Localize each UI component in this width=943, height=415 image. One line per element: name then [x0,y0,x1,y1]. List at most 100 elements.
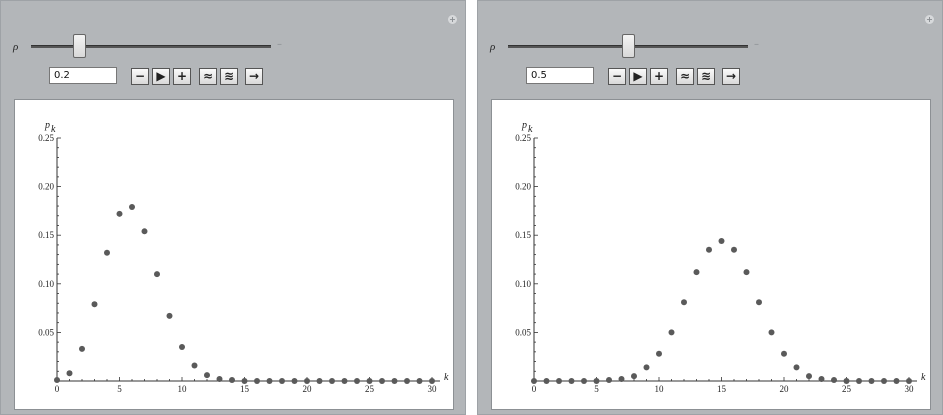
x-tick-label: 0 [55,384,60,394]
data-point [568,378,575,384]
parameter-slider-track[interactable] [31,45,271,48]
decrement-button[interactable]: − [131,68,149,85]
data-point [731,246,737,253]
data-point [806,373,812,380]
faster-button[interactable]: ≈ [676,68,694,85]
data-point [868,378,875,384]
data-point [129,204,135,211]
x-tick-label: 15 [717,384,727,394]
data-point [266,378,273,384]
data-point [154,271,160,278]
play-button[interactable]: ▶ [629,68,647,85]
data-point [104,249,110,256]
data-point [881,378,887,384]
data-point [91,301,98,308]
y-tick-label: 0.05 [38,327,54,337]
data-point [793,364,800,371]
data-point [304,378,310,384]
parameter-value-input[interactable]: 0.2 [49,67,117,84]
scatter-chart: 0 5 10 15 20 25 300.050.100.150.200.25p kk [38,120,449,394]
direction-button[interactable]: → [722,68,740,85]
data-point [179,343,185,350]
direction-button[interactable]: → [245,68,263,85]
data-point [316,378,323,384]
y-tick-label: 0.25 [38,133,54,143]
data-point [354,378,360,384]
play-button[interactable]: ▶ [152,68,170,85]
parameter-value-input[interactable]: 0.5 [526,67,594,84]
data-point [66,370,73,377]
expand-plus-icon[interactable]: + [448,15,457,24]
data-point [291,378,298,384]
data-point [581,378,587,384]
scatter-chart: 0 5 10 15 20 25 300.050.100.150.200.25p kk [515,120,926,394]
slower-button[interactable]: ≋ [697,68,715,85]
x-tick-label: 0 [532,384,537,394]
data-point [818,376,825,383]
data-point [756,299,762,306]
data-point [856,378,862,384]
data-point [191,362,198,369]
increment-button[interactable]: + [173,68,191,85]
data-point [404,378,410,384]
manipulate-panel-left: + ρ – 0.2 − ▶ + ≈ ≋ → 0 5 10 15 20 25 30 0.05 0.… [0,0,466,415]
data-point [366,378,373,384]
parameter-label: ρ [490,41,496,53]
data-point [341,378,348,384]
data-point [768,329,775,336]
data-point [668,329,675,336]
x-tick-label: 20 [780,384,790,394]
y-axis-label: p [44,120,50,131]
data-point [906,378,912,384]
slower-button[interactable]: ≋ [220,68,238,85]
data-point [706,246,712,253]
y-axis-label: p [521,120,527,131]
data-point [229,377,235,384]
increment-button[interactable]: + [650,68,668,85]
x-tick-label: 20 [303,384,313,394]
x-tick-label: 10 [178,384,188,394]
y-axis-label-subscript: k [51,124,56,135]
data-point [593,378,600,384]
data-point [893,378,900,384]
data-point [743,269,750,276]
expand-plus-icon[interactable]: + [925,15,934,24]
data-point [531,378,537,384]
decrement-button[interactable]: − [608,68,626,85]
y-tick-label: 0.10 [38,279,54,289]
slider-options-minus-icon[interactable]: – [754,39,759,50]
data-point [379,378,385,384]
x-tick-label: 30 [905,384,915,394]
y-tick-label: 0.10 [515,279,531,289]
data-point [543,378,550,384]
data-point [656,350,662,357]
plot-area: 0 5 10 15 20 25 30 0.05 0.10 0.15 0.20 0.25 p k k [14,99,454,410]
y-tick-label: 0.05 [515,327,531,337]
data-point [606,377,612,384]
data-point [79,345,85,352]
x-axis-label: k [921,372,926,383]
data-point [631,373,637,380]
data-point [831,377,837,384]
data-point [116,210,123,217]
faster-button[interactable]: ≈ [199,68,217,85]
x-tick-label: 25 [842,384,852,394]
x-tick-label: 5 [117,384,122,394]
y-tick-label: 0.25 [515,133,531,143]
data-point [254,378,260,384]
x-tick-label: 15 [240,384,250,394]
parameter-slider-thumb[interactable] [73,34,86,58]
slider-options-minus-icon[interactable]: – [277,39,282,50]
parameter-slider-thumb[interactable] [622,34,635,58]
data-point [693,269,700,276]
x-tick-label: 10 [655,384,665,394]
y-axis-label-subscript: k [528,124,533,135]
data-point [718,238,725,245]
x-tick-label: 30 [428,384,438,394]
data-point [329,378,335,384]
plot-area: 0 5 10 15 20 25 30 0.05 0.10 0.15 0.20 0.25 p k k [491,99,931,410]
data-point [241,378,248,384]
data-point [141,228,148,235]
y-tick-label: 0.15 [38,230,54,240]
data-point [843,378,850,384]
